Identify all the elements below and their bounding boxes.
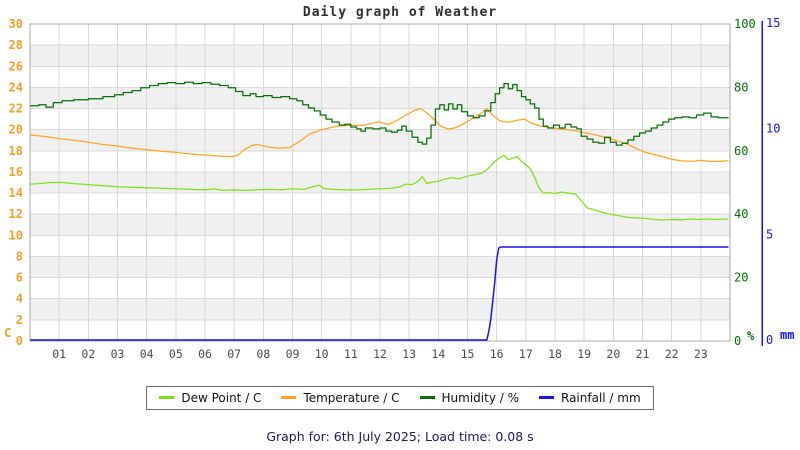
axis-label: 22: [665, 347, 679, 361]
series-dew: [29, 154, 729, 221]
axis-label: 10: [9, 228, 23, 242]
axis-label: 16: [9, 165, 23, 179]
chart-title: Daily graph of Weather: [302, 5, 498, 20]
axis-label: 14: [431, 347, 445, 361]
legend-swatch: [159, 396, 175, 399]
axis-label: 5: [766, 227, 773, 241]
axis-label: 2: [16, 313, 23, 327]
axis-label: 24: [9, 80, 23, 94]
axis-label: 40: [734, 207, 748, 221]
axis-label: 07: [227, 347, 241, 361]
legend-item-humidity: Humidity / %: [419, 390, 519, 405]
axis-label: 22: [9, 102, 23, 116]
humidity-axis-labels: 0 20 40 60 80 100%: [734, 17, 756, 348]
axis-label: 15: [766, 16, 780, 30]
axis-label: 05: [169, 347, 183, 361]
axis-label: 12: [373, 347, 387, 361]
axis-label: 16: [490, 347, 504, 361]
axis-label: 17: [519, 347, 533, 361]
axis-label: mm: [780, 328, 794, 342]
axis-label: 10: [315, 347, 329, 361]
axis-label: 4: [16, 292, 23, 306]
axis-label: 28: [9, 38, 23, 52]
legend-label: Dew Point / C: [181, 390, 262, 405]
legend-box: Dew Point / C Temperature / C Humidity / %…: [146, 385, 654, 410]
legend-item-rainfall: Rainfall / mm: [539, 391, 641, 405]
legend-item-temperature: Temperature / C: [281, 390, 400, 405]
axis-label: 60: [734, 144, 748, 158]
axis-label: 14: [9, 186, 23, 200]
axis-label: 01: [52, 347, 66, 361]
axis-label: 03: [111, 347, 125, 361]
legend-label: Temperature / C: [303, 390, 400, 405]
axis-label: 02: [81, 347, 95, 361]
axis-label: 26: [9, 59, 23, 73]
axis-label: 09: [286, 347, 300, 361]
legend-swatch: [281, 396, 297, 399]
axis-label: 15: [461, 347, 475, 361]
axis-label: 0: [766, 333, 773, 347]
x-axis-labels: 01 02 03 04 05 06 07 08 09 10 11 12 13 14 15 16 17 18 19 20…: [52, 347, 708, 361]
legend-label: Humidity / %: [441, 390, 519, 405]
axis-label: 20: [734, 271, 748, 285]
plot-border: [29, 23, 731, 342]
axis-label: 6: [16, 271, 23, 285]
axis-label: 0: [734, 334, 741, 348]
rainfall-axis-labels: 0 5 10 15 mm: [766, 16, 794, 347]
axis-label: 21: [636, 347, 650, 361]
axis-label: 13: [402, 347, 416, 361]
axis-label: %: [747, 329, 755, 343]
series-temperature: [29, 107, 729, 163]
axis-label: 08: [256, 347, 270, 361]
legend: Dew Point / C Temperature / C Humidity / %…: [0, 384, 800, 410]
legend-swatch: [539, 396, 554, 399]
axis-label: 18: [548, 347, 562, 361]
axis-label: 04: [140, 347, 154, 361]
axis-label: 12: [9, 207, 23, 221]
axis-label: 19: [577, 347, 591, 361]
axis-label: 0: [16, 334, 23, 348]
axis-label: 11: [344, 347, 358, 361]
axis-label: 20: [606, 347, 620, 361]
axis-label: 06: [198, 347, 212, 361]
axis-label: C: [4, 325, 12, 340]
legend-label: Rainfall / mm: [561, 390, 641, 405]
legend-swatch: [419, 396, 435, 399]
axis-label: 100: [734, 17, 756, 31]
axis-label: 23: [694, 347, 708, 361]
axis-label: 30: [9, 17, 23, 31]
axis-label: 18: [9, 144, 23, 158]
series-humidity: [30, 81, 729, 146]
axis-label: 80: [734, 80, 748, 94]
series-rainfall: [30, 246, 729, 341]
graph-caption: Graph for: 6th July 2025; Load time: 0.0…: [266, 429, 534, 444]
axis-label: 10: [766, 122, 780, 136]
legend-item-dew: Dew Point / C: [159, 391, 261, 405]
axis-label: 20: [9, 123, 23, 137]
axis-label: 8: [16, 249, 23, 263]
